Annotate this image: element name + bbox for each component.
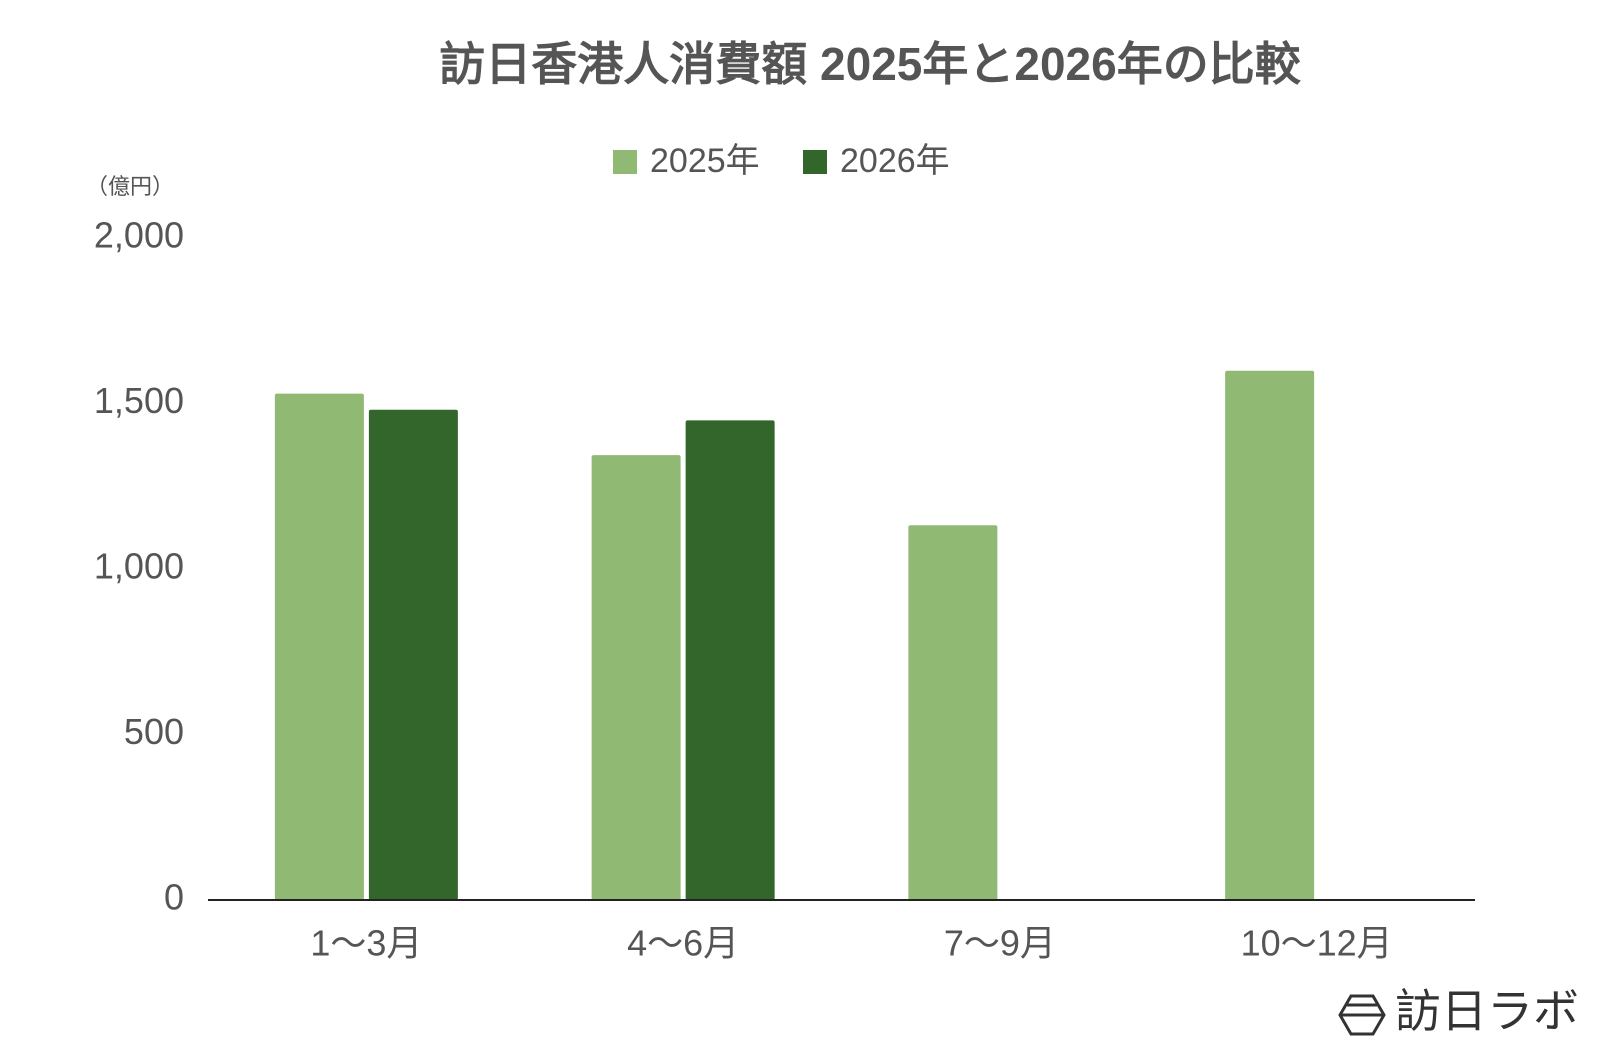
bar <box>368 409 458 900</box>
x-tick-label: 10〜12月 <box>1241 923 1393 964</box>
legend-swatch <box>803 150 827 174</box>
legend-swatch <box>613 150 637 174</box>
y-tick-label: 500 <box>124 711 184 752</box>
y-axis-label: （億円） <box>86 174 174 199</box>
x-tick-label: 4〜6月 <box>627 923 739 964</box>
x-tick-label: 7〜9月 <box>944 923 1056 964</box>
bar <box>1225 370 1315 901</box>
y-tick-label: 1,000 <box>94 546 184 587</box>
legend-label: 2025年 <box>650 142 760 180</box>
y-tick-label: 0 <box>164 877 184 918</box>
y-tick-label: 2,000 <box>94 215 184 256</box>
bar <box>685 420 775 900</box>
watermark-logo <box>1338 994 1386 1036</box>
watermark: 訪日ラボ <box>1395 985 1579 1037</box>
y-tick-label: 1,500 <box>94 380 184 421</box>
bar <box>274 393 364 900</box>
legend-label: 2026年 <box>840 142 950 180</box>
chart-title: 訪日香港人消費額 2025年と2026年の比較 <box>439 38 1301 90</box>
bar <box>591 455 681 900</box>
x-tick-label: 1〜3月 <box>310 923 422 964</box>
bar <box>908 525 998 900</box>
